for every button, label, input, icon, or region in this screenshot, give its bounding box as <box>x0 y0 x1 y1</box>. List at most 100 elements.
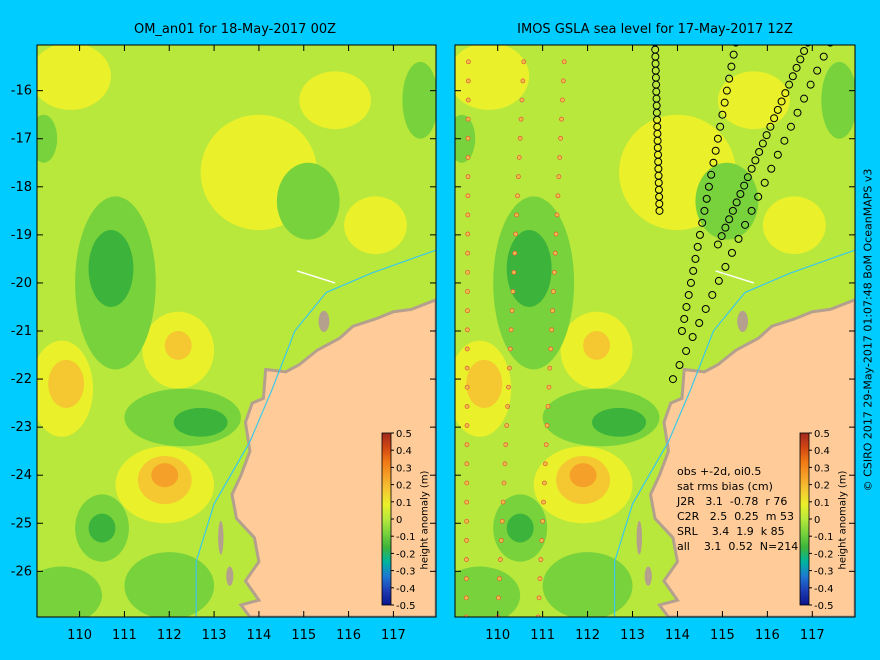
anomaly-contour <box>88 230 134 307</box>
altimeter-observation <box>781 89 790 98</box>
altimeter-observation <box>736 190 745 199</box>
altimeter-observation <box>686 278 695 287</box>
altimeter-observation <box>496 595 501 601</box>
altimeter-observation <box>754 192 763 201</box>
altimeter-observation <box>559 116 564 122</box>
anomaly-contour <box>48 359 85 408</box>
altimeter-observation <box>465 308 470 314</box>
altimeter-observation <box>504 423 510 428</box>
altimeter-observation <box>695 230 704 239</box>
altimeter-observation <box>464 557 469 562</box>
colorbar-tick-label: 0.2 <box>396 481 412 492</box>
altimeter-observation <box>557 155 563 160</box>
lon-tick-label: 114 <box>665 628 690 643</box>
stats-line-header: sat rms bias (cm) <box>677 480 773 493</box>
lon-tick-label: 115 <box>710 628 735 643</box>
altimeter-observation <box>668 375 677 384</box>
altimeter-observation <box>518 116 524 122</box>
altimeter-observation <box>536 595 542 601</box>
altimeter-observation <box>701 304 710 313</box>
lat-tick-label: -19 <box>11 228 32 243</box>
island <box>636 520 642 555</box>
lon-tick-label: 110 <box>485 628 510 643</box>
colorbar-tick-label: 0.2 <box>814 481 830 492</box>
colorbar-tick-label: -0.1 <box>396 532 416 543</box>
altimeter-observation <box>464 461 470 467</box>
colorbar-tick-label: -0.5 <box>396 601 416 612</box>
lon-tick-label: 110 <box>67 628 92 643</box>
colorbar-tick-label: 0.4 <box>814 446 830 457</box>
anomaly-contour <box>88 513 116 543</box>
altimeter-observation <box>540 518 546 524</box>
stats-row-all: all 3.1 0.52 N=214 <box>677 540 799 553</box>
altimeter-observation <box>680 314 689 323</box>
credit-text: © CSIRO 2017 29-May-2017 01:07:48 BoM Oc… <box>861 168 875 492</box>
altimeter-observation <box>466 59 471 65</box>
anomaly-contour <box>173 407 228 437</box>
altimeter-observation <box>514 212 519 218</box>
anomaly-contour <box>299 71 371 130</box>
island <box>737 310 749 332</box>
lon-tick-label: 117 <box>800 628 825 643</box>
altimeter-observation <box>464 365 470 371</box>
colorbar-scale <box>381 432 392 606</box>
altimeter-observation <box>465 135 471 141</box>
lat-tick-label: -22 <box>11 372 32 387</box>
altimeter-observation <box>743 173 752 182</box>
altimeter-observation <box>508 327 514 333</box>
altimeter-observation <box>796 55 805 64</box>
colorbar-tick-label: -0.2 <box>396 549 416 560</box>
right-panel-title: IMOS GSLA sea level for 17-May-2017 12Z <box>517 22 793 37</box>
altimeter-observation <box>777 97 786 106</box>
altimeter-observation <box>464 423 470 428</box>
altimeter-observation <box>725 74 734 83</box>
lon-tick-label: 111 <box>530 628 555 643</box>
altimeter-observation <box>464 518 470 524</box>
altimeter-observation <box>464 499 470 505</box>
altimeter-observation <box>464 384 470 390</box>
lon-tick-label: 112 <box>157 628 182 643</box>
altimeter-observation <box>800 47 809 56</box>
altimeter-observation <box>521 59 527 65</box>
altimeter-observation <box>780 136 789 145</box>
altimeter-observation <box>465 269 470 275</box>
altimeter-observation <box>560 97 565 103</box>
altimeter-observation <box>713 240 722 249</box>
lat-tick-label: -26 <box>11 564 32 579</box>
altimeter-observation <box>465 250 471 256</box>
lon-tick-label: 111 <box>112 628 137 643</box>
altimeter-observation <box>682 302 691 311</box>
altimeter-observation <box>704 182 713 191</box>
altimeter-observation <box>800 94 809 103</box>
bathymetry-contour <box>195 249 436 617</box>
altimeter-observation <box>788 72 797 81</box>
altimeter-observation <box>709 158 718 167</box>
altimeter-observation <box>751 156 760 165</box>
altimeter-observation <box>773 150 782 159</box>
altimeter-observation <box>716 122 725 131</box>
altimeter-observation <box>720 98 729 107</box>
colorbar-tick-label: 0.4 <box>396 446 412 457</box>
altimeter-observation <box>707 170 716 179</box>
lon-tick-label: 115 <box>291 628 316 643</box>
lon-tick-label: 116 <box>755 628 780 643</box>
anomaly-contour <box>717 71 790 130</box>
altimeter-observation <box>465 174 471 180</box>
altimeter-observation <box>561 59 567 65</box>
altimeter-observation <box>497 576 502 582</box>
island <box>218 520 224 555</box>
altimeter-observation <box>698 218 707 227</box>
altimeter-observation <box>539 538 545 543</box>
altimeter-observation <box>499 518 505 524</box>
altimeter-observation <box>549 327 555 333</box>
lon-tick-label: 113 <box>620 628 645 643</box>
lat-tick-label: -16 <box>11 84 32 99</box>
cyclone-track <box>296 270 336 284</box>
anomaly-contour <box>583 331 611 360</box>
altimeter-observation <box>511 269 517 275</box>
bathymetry-contour <box>613 249 855 617</box>
altimeter-observation <box>520 78 526 84</box>
altimeter-observation <box>465 78 471 84</box>
altimeter-observation <box>693 242 702 251</box>
lat-tick-label: -21 <box>11 324 32 339</box>
